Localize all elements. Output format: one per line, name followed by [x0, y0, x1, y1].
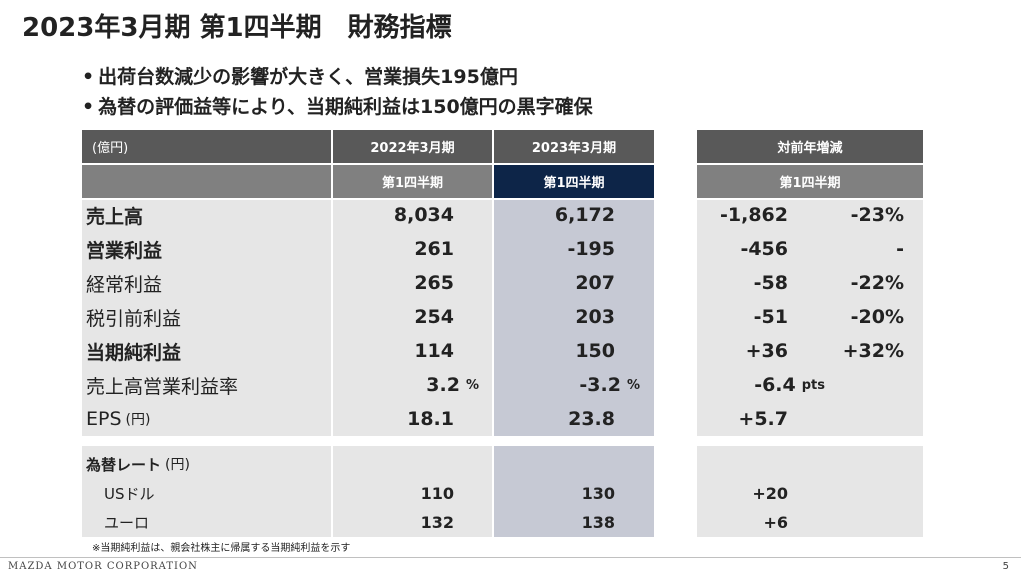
ordinary-profit-prev: 265 [414, 272, 454, 294]
page-title: 2023年3月期 第1四半期 財務指標 [22, 13, 452, 43]
summary-bullets: 出荷台数減少の影響が大きく、営業損失195億円 為替の評価益等により、当期純利益… [82, 62, 593, 122]
row-label-net-sales: 売上高 [86, 205, 144, 228]
header-q1-yoy: 第1四半期 [697, 165, 923, 198]
footnote: ※当期純利益は、親会社株主に帰属する当期純利益を示す [92, 543, 351, 554]
net-income-prev: 114 [414, 340, 454, 362]
header-yoy: 対前年増減 [697, 130, 923, 163]
ordinary-profit-diff: -58 [753, 272, 788, 294]
ordinary-profit-pct: -22% [850, 272, 904, 294]
pretax-profit-curr: 203 [575, 306, 615, 328]
fx-label-eur: ユーロ [104, 513, 150, 532]
pretax-profit-prev: 254 [414, 306, 454, 328]
eps-curr: 23.8 [568, 408, 615, 430]
net-income-curr: 150 [575, 340, 615, 362]
header-fy2022: 2022年3月期 [333, 130, 492, 163]
percent-unit: % [465, 377, 479, 393]
percent-unit: % [626, 377, 640, 393]
yen-unit: (円) [125, 412, 151, 428]
operating-margin-diff-cell: -6.4 pts [697, 368, 825, 402]
fx-label-usd: USドル [104, 484, 155, 503]
fx-eur-diff: +6 [763, 512, 788, 532]
eps-prev: 18.1 [407, 408, 454, 430]
ordinary-profit-curr: 207 [575, 272, 615, 294]
fy2023-column-bg [494, 200, 654, 436]
operating-profit-curr: -195 [567, 238, 615, 260]
operating-margin-curr: -3.2 [579, 374, 621, 396]
row-label-pretax-profit: 税引前利益 [86, 307, 182, 330]
fx-label-column-bg [82, 446, 331, 537]
operating-profit-pct: - [896, 238, 904, 260]
net-income-diff: +36 [745, 340, 788, 362]
net-sales-pct: -23% [850, 204, 904, 226]
operating-margin-prev-cell: 3.2% [333, 368, 479, 402]
unit-label: (億円) [82, 130, 331, 163]
label-column-bg [82, 200, 331, 436]
header-q1-fy2023: 第1四半期 [494, 165, 654, 198]
yen-unit: (円) [165, 457, 190, 473]
header-q1-fy2022: 第1四半期 [333, 165, 492, 198]
pts-unit: pts [801, 377, 825, 393]
row-label-operating-margin: 売上高営業利益率 [86, 375, 239, 398]
net-sales-diff: -1,862 [720, 204, 788, 226]
fx-yoy-column-bg [697, 446, 923, 537]
fx-title: 為替レート [86, 455, 162, 474]
header-blank [82, 165, 331, 198]
yoy-column-bg [697, 200, 923, 436]
row-label-eps: EPS [86, 408, 122, 430]
fx-fy2022-column-bg [333, 446, 492, 537]
fx-usd-diff: +20 [752, 483, 788, 503]
fx-title-cell: 為替レート (円) [86, 450, 326, 478]
operating-profit-prev: 261 [414, 238, 454, 260]
row-label-ordinary-profit: 経常利益 [86, 273, 163, 296]
fx-usd-curr: 130 [581, 483, 615, 503]
bullet-item: 為替の評価益等により、当期純利益は150億円の黒字確保 [82, 92, 593, 122]
fx-fy2023-column-bg [494, 446, 654, 537]
operating-margin-curr-cell: -3.2% [494, 368, 640, 402]
pretax-profit-diff: -51 [753, 306, 788, 328]
operating-margin-diff: -6.4 [754, 374, 796, 396]
footer-divider [0, 557, 1021, 558]
fx-eur-prev: 132 [420, 512, 454, 532]
net-income-pct: +32% [842, 340, 904, 362]
row-label-operating-profit: 営業利益 [86, 239, 163, 262]
fy2022-column-bg [333, 200, 492, 436]
row-label-net-income: 当期純利益 [86, 341, 182, 364]
net-sales-curr: 6,172 [554, 204, 615, 226]
row-label-eps-cell: EPS (円) [86, 402, 326, 436]
eps-diff: +5.7 [738, 408, 788, 430]
bullet-item: 出荷台数減少の影響が大きく、営業損失195億円 [82, 62, 593, 92]
page-number: 5 [1002, 561, 1009, 572]
company-name: MAZDA MOTOR CORPORATION [8, 561, 198, 572]
net-sales-prev: 8,034 [393, 204, 454, 226]
operating-margin-prev: 3.2 [426, 374, 460, 396]
fx-usd-prev: 110 [420, 483, 454, 503]
pretax-profit-pct: -20% [850, 306, 904, 328]
header-fy2023: 2023年3月期 [494, 130, 654, 163]
fx-eur-curr: 138 [581, 512, 615, 532]
operating-profit-diff: -456 [740, 238, 788, 260]
